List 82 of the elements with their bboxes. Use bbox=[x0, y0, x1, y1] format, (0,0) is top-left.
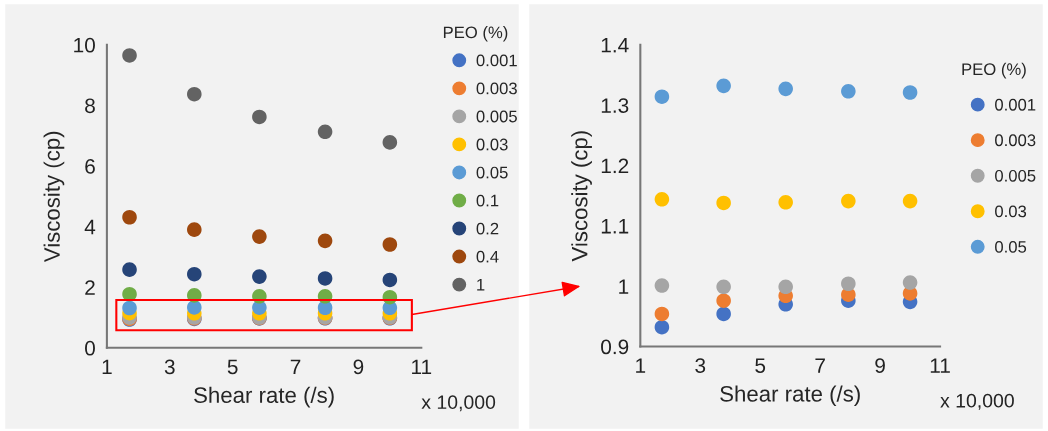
x-tick-label: 7 bbox=[290, 359, 301, 375]
x-tick-label: 5 bbox=[755, 358, 766, 373]
legend-label: 1 bbox=[477, 278, 485, 291]
point bbox=[902, 193, 918, 209]
x-tick-label: 1 bbox=[102, 359, 112, 375]
legend-label: 0.005 bbox=[995, 169, 1036, 182]
point bbox=[716, 279, 731, 295]
point bbox=[654, 89, 670, 104]
x-tick-label: 11 bbox=[930, 358, 950, 373]
y-axis-title: Viscosity (cp) bbox=[43, 131, 65, 263]
point bbox=[187, 86, 202, 102]
point bbox=[841, 84, 856, 99]
y-tick-label: 4 bbox=[84, 219, 96, 235]
point bbox=[778, 81, 793, 97]
y-axis-title: Viscosity (cp) bbox=[571, 131, 592, 262]
y-tick-label: 2 bbox=[85, 280, 95, 295]
point bbox=[317, 271, 333, 286]
legend-label: 0.005 bbox=[476, 110, 517, 123]
point bbox=[778, 279, 793, 295]
x-tick-label: 7 bbox=[815, 358, 825, 373]
point bbox=[122, 209, 137, 225]
x-tick-label: 9 bbox=[875, 358, 885, 373]
point bbox=[902, 275, 918, 290]
point bbox=[252, 109, 267, 125]
x-tick-label: 11 bbox=[412, 359, 432, 375]
legend-label: 0.003 bbox=[995, 134, 1036, 147]
legend-label: 0.003 bbox=[476, 82, 517, 95]
y-tick-label: 8 bbox=[85, 98, 95, 114]
y-tick-label: 1.1 bbox=[601, 219, 629, 234]
point bbox=[122, 48, 137, 63]
legend-label: 0.03 bbox=[995, 205, 1027, 218]
point bbox=[841, 193, 856, 209]
point bbox=[187, 300, 202, 315]
y-tick-label: 1.3 bbox=[601, 98, 629, 113]
point bbox=[778, 195, 793, 210]
point bbox=[382, 237, 398, 252]
point bbox=[716, 195, 731, 211]
legend-label: 0.2 bbox=[476, 222, 499, 235]
point bbox=[716, 293, 731, 308]
y-tick-label: 6 bbox=[85, 159, 95, 174]
point bbox=[187, 266, 202, 282]
point bbox=[317, 233, 333, 249]
y-tick-label: 1.2 bbox=[601, 158, 629, 174]
legend-label: 0.05 bbox=[476, 166, 508, 179]
point bbox=[252, 269, 267, 284]
point bbox=[716, 306, 731, 322]
legend-title: PEO (%) bbox=[962, 62, 1026, 79]
point bbox=[654, 192, 670, 207]
point bbox=[716, 78, 731, 94]
y-tick-label: 0.9 bbox=[601, 339, 629, 355]
legend-label: 0.001 bbox=[476, 54, 517, 67]
point bbox=[654, 306, 670, 322]
legend-title: PEO (%) bbox=[443, 26, 508, 42]
point bbox=[252, 229, 267, 244]
x-tick-label: 5 bbox=[227, 359, 238, 375]
legend-label: 0.1 bbox=[476, 194, 499, 207]
point bbox=[187, 222, 202, 237]
legend-label: 0.001 bbox=[995, 98, 1036, 111]
y-tick-label: 0 bbox=[85, 340, 95, 356]
point bbox=[317, 124, 333, 140]
point bbox=[382, 135, 398, 150]
y-tick-label: 1 bbox=[619, 279, 629, 294]
point bbox=[902, 85, 918, 100]
legend-label: 0.03 bbox=[476, 138, 508, 151]
x-tick-label: 9 bbox=[353, 359, 364, 375]
x-tick-label: 1 bbox=[636, 358, 646, 373]
text: x 10,000 bbox=[940, 393, 1014, 410]
text: x 10,000 bbox=[421, 395, 496, 412]
point bbox=[382, 272, 398, 288]
point bbox=[122, 262, 137, 277]
y-tick-label: 1.4 bbox=[601, 38, 629, 53]
point bbox=[654, 319, 670, 335]
legend-label: 0.4 bbox=[476, 250, 499, 263]
x-tick-label: 3 bbox=[164, 359, 175, 375]
legend-label: 0.05 bbox=[995, 240, 1027, 253]
x-tick-label: 3 bbox=[695, 358, 706, 373]
y-tick-label: 10 bbox=[74, 37, 95, 53]
point bbox=[122, 300, 137, 316]
point bbox=[654, 278, 670, 293]
x-axis-title: Shear rate (/s) bbox=[720, 385, 860, 407]
point bbox=[841, 276, 856, 292]
x-axis-title: Shear rate (/s) bbox=[194, 386, 334, 408]
